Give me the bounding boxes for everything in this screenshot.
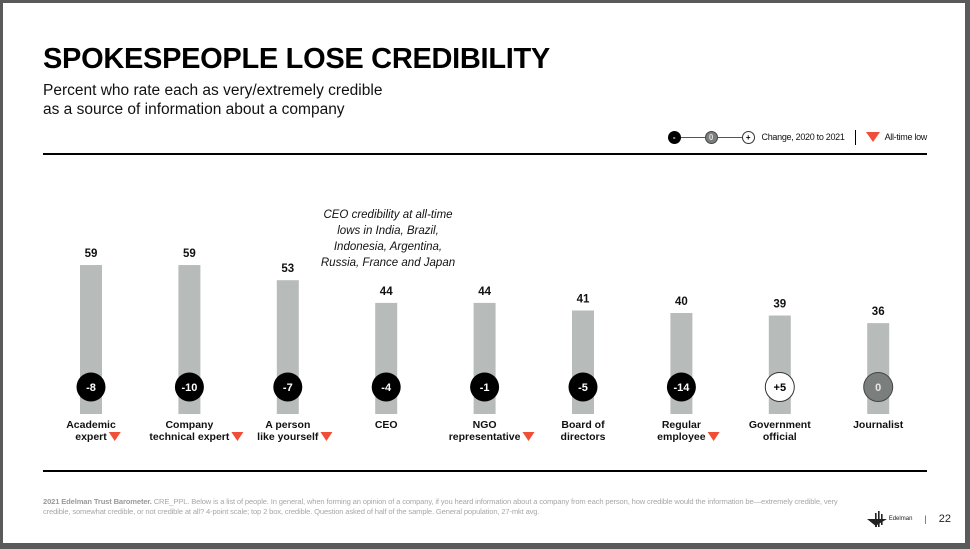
category-label: like yourself <box>257 431 319 443</box>
divider-top <box>43 153 927 155</box>
category-label: Journalist <box>853 419 904 431</box>
category-label: technical expert <box>149 431 229 443</box>
legend-all-time-low-label: All-time low <box>884 132 928 142</box>
category-label: Regular <box>662 419 701 431</box>
page-title: SPOKESPEOPLE LOSE CREDIBILITY <box>43 43 550 75</box>
legend-zero-dot: 0 <box>704 130 718 144</box>
value-label: 59 <box>183 248 196 260</box>
ceo-annotation: CEO credibility at all-time lows in Indi… <box>293 207 483 271</box>
legend-divider <box>854 129 856 145</box>
footer-branding: Edelman | 22 <box>866 511 951 527</box>
page-number: 22 <box>938 513 951 525</box>
source-title: 2021 Edelman Trust Barometer. <box>43 497 152 506</box>
subtitle-line: as a source of information about a compa… <box>43 101 345 118</box>
category-label: employee <box>657 431 706 443</box>
change-circle <box>470 372 500 402</box>
all-time-low-icon <box>231 432 244 441</box>
legend-positive-dot: + <box>741 130 755 144</box>
category-label: CEO <box>375 419 398 431</box>
page-subtitle: Percent who rate each as very/extremely … <box>43 81 382 119</box>
value-label: 41 <box>577 293 590 305</box>
category-label: A person <box>265 419 310 431</box>
change-circle <box>863 372 894 402</box>
value-label: 44 <box>380 286 393 298</box>
change-label: -14 <box>673 382 690 394</box>
legend-connector <box>717 136 742 138</box>
category-label: directors <box>561 431 606 443</box>
value-label: 40 <box>675 296 688 308</box>
change-label: -1 <box>480 382 490 394</box>
category-label: Government <box>749 419 811 431</box>
all-time-low-icon <box>707 432 720 441</box>
value-label: 53 <box>281 263 294 275</box>
legend-change-label: Change, 2020 to 2021 <box>761 132 845 142</box>
bar-chart: 59-8Academicexpert59-10Companytechnical … <box>66 248 904 443</box>
value-label: 59 <box>85 248 98 260</box>
category-label: Company <box>165 419 213 431</box>
change-circle <box>76 372 106 402</box>
legend-negative-dot: - <box>667 130 681 144</box>
annotation-line: Indonesia, Argentina, <box>333 241 443 253</box>
change-circle <box>273 372 303 402</box>
all-time-low-icon <box>108 432 121 441</box>
change-circle <box>764 372 795 402</box>
value-label: 36 <box>872 306 885 318</box>
all-time-low-icon <box>320 432 333 441</box>
change-circle <box>174 372 204 402</box>
change-circle <box>568 372 598 402</box>
slide: SPOKESPEOPLE LOSE CREDIBILITY Percent wh… <box>3 3 965 543</box>
change-label: +5 <box>774 382 787 394</box>
source-text: CRE_PPL. Below is a list of people. In g… <box>43 497 838 516</box>
legend-connector <box>680 136 705 138</box>
change-label: -10 <box>181 382 197 394</box>
change-label: 0 <box>875 382 881 394</box>
category-label: representative <box>449 431 521 443</box>
change-label: -4 <box>381 382 392 394</box>
annotation-line: lows in India, Brazil, <box>337 225 439 237</box>
footer-separator: | <box>924 514 927 524</box>
divider-bottom <box>43 470 927 472</box>
change-label: -8 <box>86 382 96 394</box>
value-label: 39 <box>773 299 786 311</box>
category-label: official <box>763 431 797 443</box>
change-label: -7 <box>283 382 293 394</box>
category-label: Academic <box>66 419 116 431</box>
subtitle-line: Percent who rate each as very/extremely … <box>43 82 383 99</box>
legend: - 0 + Change, 2020 to 2021 All-time low <box>667 128 928 146</box>
category-label: Board of <box>561 419 605 431</box>
value-label: 44 <box>478 286 491 298</box>
all-time-low-icon <box>522 432 535 441</box>
edelman-logo: Edelman <box>866 511 913 527</box>
brand-name: Edelman <box>888 516 913 522</box>
change-circle <box>371 372 401 402</box>
annotation-line: Russia, France and Japan <box>320 257 456 269</box>
category-label: expert <box>75 431 107 443</box>
all-time-low-icon <box>865 132 880 142</box>
edelman-logo-icon <box>866 511 887 527</box>
category-label: NGO <box>473 419 497 431</box>
annotation-line: CEO credibility at all-time <box>323 209 453 221</box>
change-circle <box>666 372 696 402</box>
source-footnote: 2021 Edelman Trust Barometer. CRE_PPL. B… <box>43 497 843 517</box>
change-label: -5 <box>578 382 588 394</box>
